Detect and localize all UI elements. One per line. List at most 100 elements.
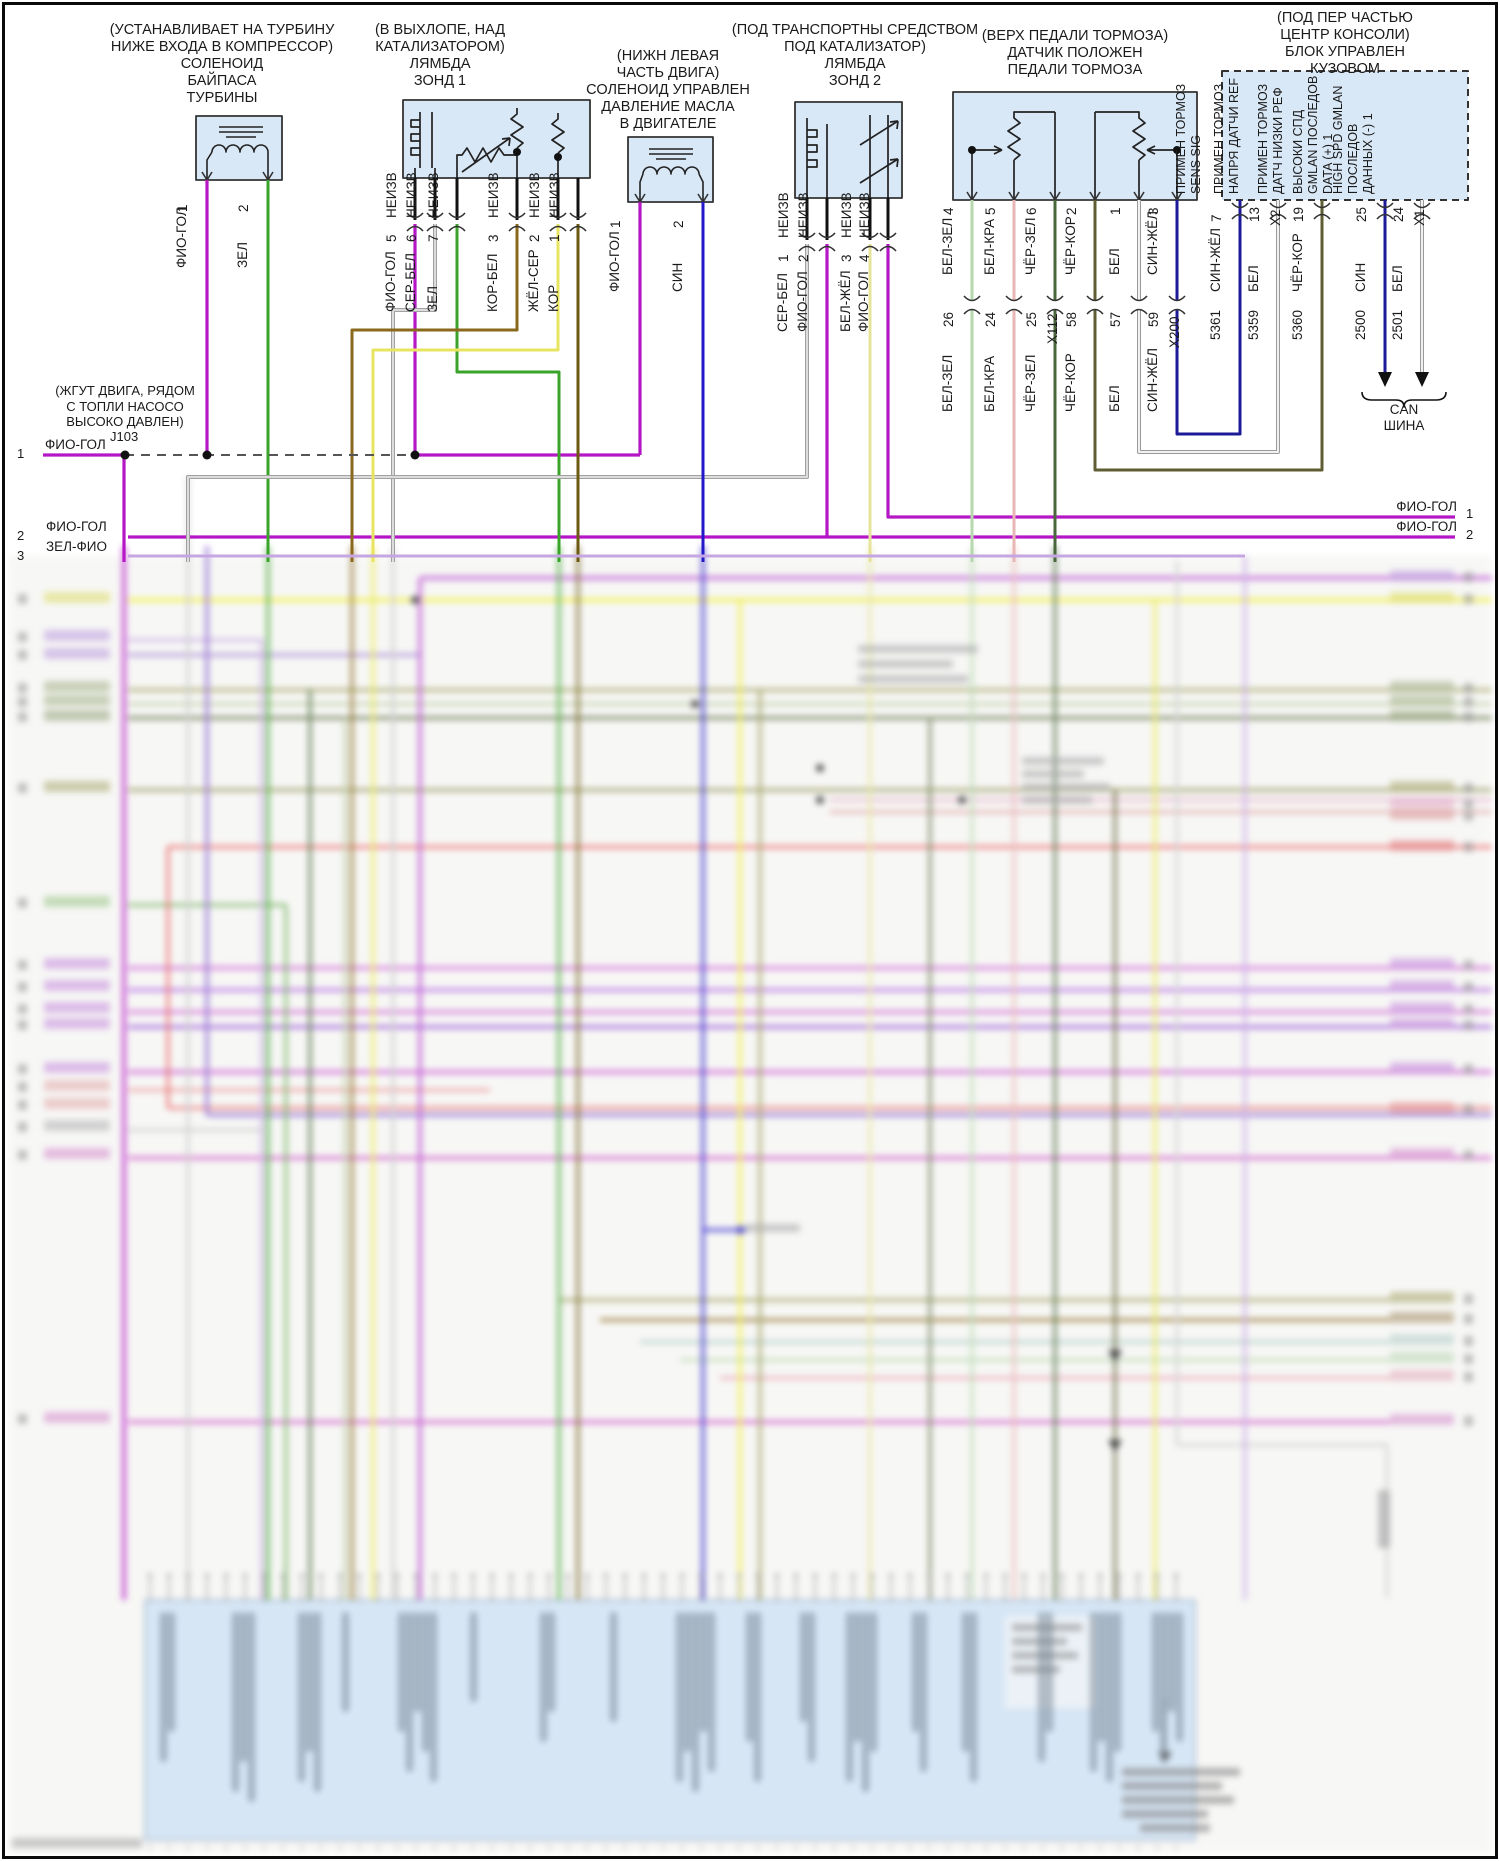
blurred-text-blob — [1390, 681, 1454, 692]
blurred-ecm-pin-text — [610, 1612, 617, 1722]
blurred-text-blob — [1390, 1002, 1454, 1013]
blurred-junction-dot — [958, 796, 966, 804]
blurred-text-blob — [1464, 1104, 1473, 1114]
blurred-text-blob — [1390, 1102, 1454, 1113]
blurred-text-blob — [18, 1414, 27, 1424]
can-arrowheads — [1378, 372, 1429, 387]
blurred-ecm-pin-text — [754, 1612, 761, 1782]
blurred-text-blob — [1390, 710, 1454, 721]
blurred-text-blob — [1022, 757, 1104, 765]
wire-color-label: ФИО-ГОЛ — [174, 207, 189, 268]
pin-number: 6 — [404, 234, 419, 242]
blurred-text-blob — [1464, 1020, 1473, 1030]
pin-number: 13 — [1247, 206, 1262, 222]
lambda1-location: (В ВЫХЛОПЕ, НАД КАТАЛИЗАТОРОМ) — [374, 22, 506, 55]
brake-sensor-internals — [971, 111, 1178, 200]
blurred-text-blob — [1122, 1796, 1234, 1804]
oil-solenoid-title: (НИЖН ЛЕВАЯ ЧАСТЬ ДВИГА) СОЛЕНОИД УПРАВЛЕ… — [586, 48, 750, 133]
blurred-junction-dot — [816, 764, 824, 772]
blurred-ecm-pin-text — [700, 1612, 707, 1732]
pin-number: 7 — [426, 234, 441, 242]
wire-tag: НЕИЗВ — [384, 172, 399, 218]
wire-color-label: СЕР-БЕЛ — [775, 273, 790, 332]
blurred-ecm-pin-text — [1098, 1612, 1105, 1742]
brake-sensor-title: (ВЕРХ ПЕДАЛИ ТОРМОЗА) ДАТЧИК ПОЛОЖЕН ПЕДА… — [982, 28, 1168, 79]
blurred-text-blob — [1390, 1370, 1454, 1381]
turbo-solenoid-name: СОЛЕНОИД БАЙПАСА ТУРБИНЫ — [180, 56, 264, 106]
row-wire-label: ФИО-ГОЛ — [46, 519, 107, 534]
oil-solenoid-name: СОЛЕНОИД УПРАВЛЕН ДАВЛЕНИЕ МАСЛА В ДВИГА… — [586, 82, 750, 132]
blurred-ecm-pin-text — [1176, 1612, 1183, 1742]
blurred-text-blob — [44, 1120, 110, 1131]
blurred-text-blob — [1464, 1004, 1473, 1014]
pin-number: 6 — [1024, 207, 1039, 215]
blurred-text-blob — [1390, 809, 1454, 820]
blurred-text-blob — [1464, 1150, 1473, 1160]
blurred-text-blob — [44, 1080, 110, 1091]
turbo-solenoid-title: (УСТАНАВЛИВАЕТ НА ТУРБИНУ НИЖЕ ВХОДА В К… — [110, 22, 335, 107]
blurred-ecm-pin-text — [1038, 1612, 1045, 1762]
blurred-text-blob — [1390, 592, 1454, 603]
blurred-text-blob — [1464, 842, 1473, 852]
blurred-ecm-pin-text — [430, 1612, 437, 1782]
blurred-text-blob — [1390, 781, 1454, 792]
blurred-text-blob — [18, 982, 27, 992]
blurred-text-blob — [18, 783, 27, 793]
blurred-text-blob — [1012, 1624, 1082, 1631]
wire-color-label: ЧЁР-КОР — [1063, 216, 1078, 275]
pin-number: 7 — [1209, 214, 1224, 222]
blurred-ecm-pin-text — [962, 1612, 969, 1752]
wire-zel — [266, 180, 561, 562]
lambda2-location: (ПОД ТРАНСПОРТНЫ СРЕДСТВОМ ПОД КАТАЛИЗАТ… — [731, 22, 979, 55]
blurred-ecm-pin-text — [800, 1612, 807, 1722]
wire-color-label: ЖЁЛ-СЕР — [526, 249, 541, 312]
blurred-ecm-pin-text — [1090, 1612, 1097, 1772]
wire-color-label: ФИО-ГОЛ — [607, 231, 622, 292]
wire-color-label: СИН-ЖЁЛ — [1208, 227, 1223, 292]
circuit-number: 2500 — [1353, 309, 1368, 340]
blurred-text-blob — [1464, 1372, 1473, 1382]
blurred-text-blob — [1390, 958, 1454, 969]
blurred-text-blob — [1390, 840, 1454, 851]
blurred-junction-dot — [691, 700, 699, 708]
blurred-text-blob — [1390, 1292, 1454, 1303]
wire-color-label: ФИО-ГОЛ — [383, 251, 398, 312]
wire-color-label: СИН-ЖЁЛ — [1145, 347, 1160, 412]
blurred-text-blob — [1464, 594, 1473, 604]
blurred-text-blob — [44, 630, 110, 641]
blurred-ecm-pin-text — [414, 1612, 421, 1712]
blurred-text-blob — [1464, 1354, 1473, 1364]
wire-color-label: ЧЁР-ЗЕЛ — [1023, 354, 1038, 412]
blurred-text-blob — [1464, 799, 1473, 809]
blurred-text-blob — [18, 898, 27, 908]
connector-pin-number: 24 — [983, 311, 998, 327]
blurred-text-blob — [1390, 797, 1454, 808]
blurred-text-blob — [18, 1122, 27, 1132]
blurred-text-blob — [1022, 796, 1092, 804]
splice-dot — [120, 450, 130, 460]
blurred-text-blob — [1464, 811, 1473, 821]
pin-number: 3 — [839, 254, 854, 262]
blurred-ecm-pin-text — [342, 1612, 349, 1712]
blurred-text-blob — [858, 660, 953, 668]
blurred-ecm-pin-text — [398, 1612, 405, 1732]
blurred-text-blob — [44, 1002, 110, 1013]
blurred-ecm-pin-text — [684, 1612, 691, 1752]
blurred-text-blob — [1390, 980, 1454, 991]
blurred-text-blob — [1464, 1064, 1473, 1074]
connector-breaks — [406, 202, 1431, 315]
blurred-text-blob — [44, 1062, 110, 1073]
pin-number: 2 — [1064, 207, 1079, 215]
blurred-text-blob — [1005, 1616, 1097, 1708]
blurred-text-blob — [1390, 1334, 1454, 1345]
row-wire-label: ФИО-ГОЛ — [45, 437, 106, 452]
blurred-text-blob — [1022, 770, 1084, 778]
blurred-ecm-pin-text — [248, 1612, 255, 1802]
blurred-text-blob — [1464, 712, 1473, 722]
bcm-name: БЛОК УПРАВЛЕН КУЗОВОМ — [1285, 44, 1405, 77]
connector-id-x200: X200 — [1167, 316, 1182, 348]
blurred-text-blob — [44, 592, 110, 603]
circuit-number: 5359 — [1246, 309, 1261, 340]
blurred-ecm-pin-text — [422, 1612, 429, 1752]
blurred-ecm-pin-text — [676, 1612, 683, 1782]
